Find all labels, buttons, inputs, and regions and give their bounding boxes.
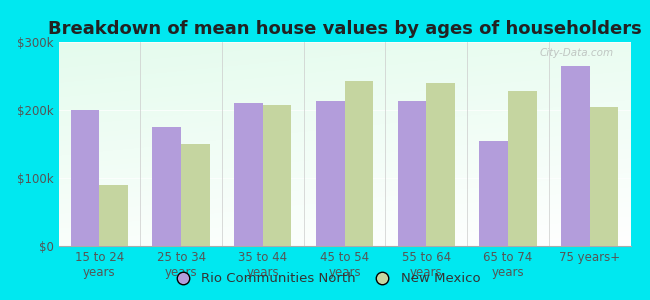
Bar <box>398 101 426 246</box>
Bar <box>153 127 181 246</box>
Text: City-Data.com: City-Data.com <box>540 48 614 58</box>
Bar <box>426 83 455 246</box>
Bar <box>181 144 210 246</box>
Bar <box>263 105 291 246</box>
Bar <box>479 141 508 246</box>
Bar <box>344 81 373 246</box>
Bar <box>508 91 536 246</box>
Bar <box>71 110 99 246</box>
Bar <box>561 66 590 246</box>
Legend: Rio Communities North, New Mexico: Rio Communities North, New Mexico <box>164 267 486 290</box>
Bar <box>99 185 128 246</box>
Bar <box>316 101 344 246</box>
Title: Breakdown of mean house values by ages of householders: Breakdown of mean house values by ages o… <box>47 20 642 38</box>
Bar <box>590 106 618 246</box>
Bar <box>234 103 263 246</box>
